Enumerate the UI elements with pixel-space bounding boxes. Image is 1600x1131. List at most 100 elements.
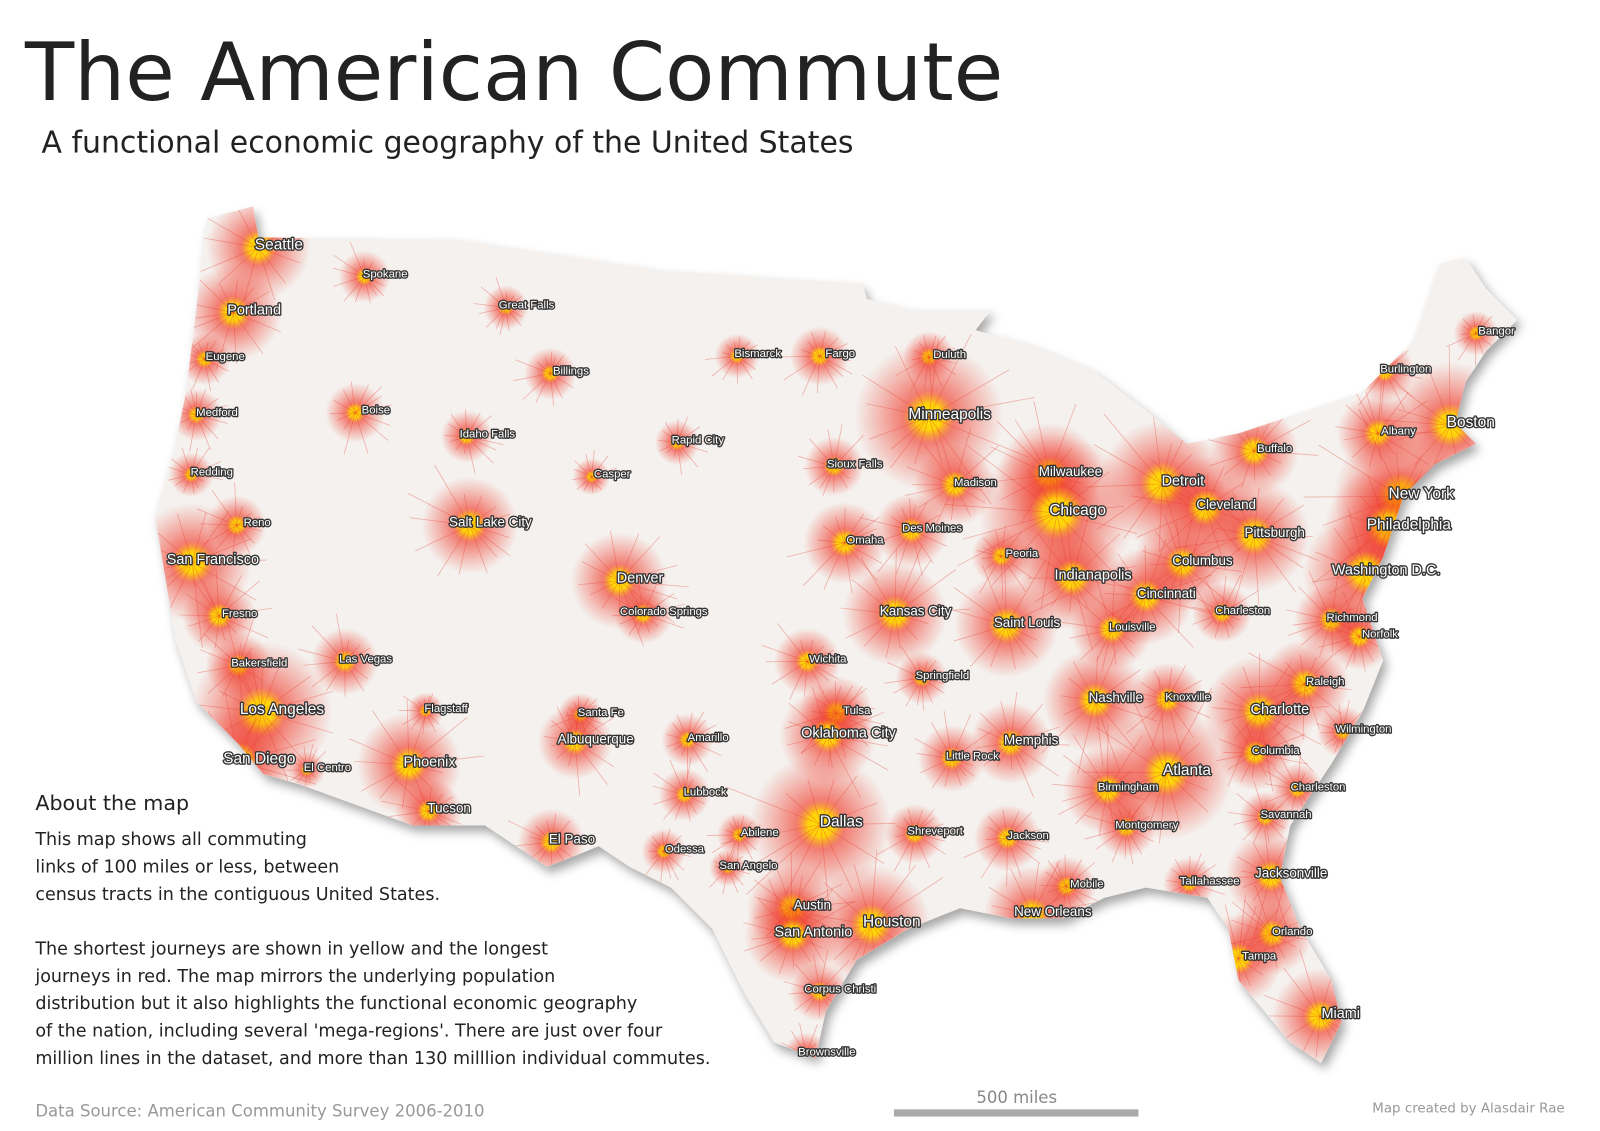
commute-line [556,741,576,759]
commute-line [1320,731,1343,734]
commute-line [1154,531,1183,564]
commute-line [684,791,707,795]
commute-line [681,739,688,757]
commute-line [551,841,587,845]
subtitle: A functional economic geography of the U… [42,126,854,161]
commute-line [619,613,644,625]
commute-line [1324,710,1344,732]
commute-line [425,708,442,712]
commute-line [711,355,738,377]
commute-line [1446,332,1477,347]
commute-line [627,586,644,615]
commute-line [807,779,822,825]
commute-line [921,677,945,694]
commute-line [827,429,835,467]
commute-line [953,624,1007,642]
commute-line [978,728,1011,744]
commute-line [234,482,237,526]
commute-line [819,355,853,375]
commute-line [537,361,551,374]
city-label: El Paso [549,832,595,847]
commute-line [1242,875,1271,888]
commute-line [480,286,507,308]
commute-line [733,341,738,357]
commute-line [1010,742,1027,766]
commute-line [1254,722,1291,754]
city-label: Oklahoma City [801,726,896,742]
commute-line [982,537,1002,557]
commute-line [1253,450,1256,481]
commute-line [704,355,738,360]
commute-line [792,875,803,935]
commute-line [1007,837,1050,843]
commute-line [666,739,688,748]
city-glow [1239,791,1292,844]
commute-line [1462,325,1477,334]
commute-line [574,741,581,796]
commute-line [1084,827,1127,840]
commute-line [1111,629,1136,644]
commute-line [951,758,962,786]
commute-line [840,607,895,615]
commute-line [418,790,429,812]
commute-line [684,779,694,795]
commute-line [713,860,728,869]
commute-line [1238,958,1264,976]
commute-line [1205,579,1223,614]
commute-line [505,292,507,308]
commute-line [1051,577,1073,606]
commute-line [611,613,644,617]
commute-line [190,348,205,360]
commute-line [186,593,220,617]
city-glow [661,713,714,766]
commute-line [260,655,284,713]
city-label: Corpus Christi [804,984,876,996]
city-glow [1453,311,1499,356]
commute-line [1221,612,1235,630]
commute-line [1005,625,1016,670]
commute-line [1117,553,1147,597]
commute-line [921,677,933,704]
commute-line [1165,772,1182,829]
city-label: San Francisco [167,552,259,568]
commute-line [258,247,301,264]
commute-line [1264,829,1271,877]
commute-line [261,690,334,713]
commute-line [1231,721,1256,754]
about-line: distribution but it also highlights the … [35,994,637,1014]
commute-line [249,652,262,713]
commute-line [1226,509,1255,536]
commute-line [1167,691,1214,701]
commute-line [777,623,808,662]
commute-line [1096,580,1113,630]
commute-line [788,702,829,737]
commute-line [1254,753,1267,776]
commute-line [1320,606,1360,638]
commute-line [1221,575,1227,614]
commute-line [1010,742,1013,771]
commute-line [911,514,940,531]
commute-line [238,738,317,762]
commute-line [757,897,794,936]
commute-line [905,677,923,707]
commute-line [1192,612,1223,625]
commute-line [727,867,739,893]
commute-line [759,934,794,962]
commute-line [306,743,314,770]
commute-line [721,867,729,879]
city-label: Jackson [1007,830,1049,842]
commute-line [1111,581,1147,630]
commute-line [1006,625,1038,658]
commute-line [1111,570,1116,630]
commute-line [851,579,896,615]
commute-line [355,395,382,414]
city-glow [971,526,1031,586]
commute-line [260,664,263,713]
commute-line [1107,771,1132,790]
commute-line [1304,674,1343,685]
city-label: Amarillo [688,732,729,744]
commute-line [1056,512,1137,534]
commute-line [672,723,688,741]
commute-line [659,442,678,452]
